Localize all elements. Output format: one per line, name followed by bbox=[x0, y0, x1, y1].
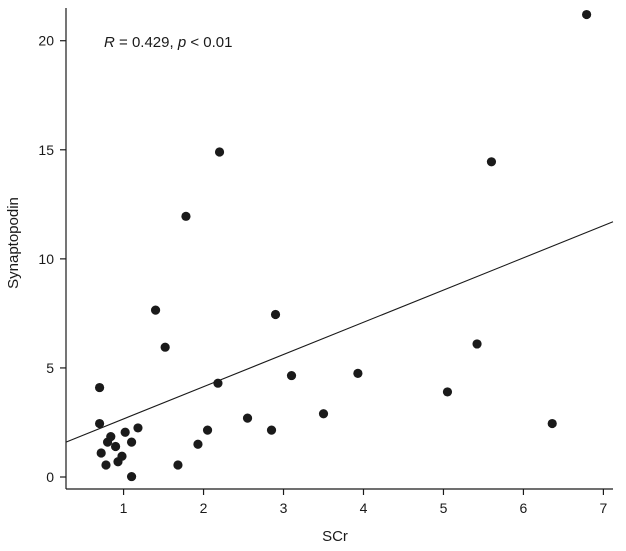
correlation-annotation: R = 0.429, p < 0.01 bbox=[104, 34, 232, 51]
x-tick-label: 6 bbox=[520, 500, 528, 516]
data-point bbox=[106, 432, 116, 442]
axes: 1 2 3 4 5 6 7 0 5 10 15 20 bbox=[38, 8, 613, 516]
data-point bbox=[181, 211, 191, 221]
y-tick-label: 0 bbox=[46, 469, 54, 485]
data-point bbox=[150, 305, 161, 315]
data-point bbox=[110, 441, 121, 452]
data-point bbox=[266, 425, 277, 435]
data-point bbox=[214, 147, 225, 157]
data-point bbox=[173, 460, 183, 470]
plot-area bbox=[65, 9, 614, 482]
x-tick-label: 7 bbox=[600, 500, 608, 516]
data-point bbox=[270, 309, 281, 320]
data-point bbox=[472, 339, 482, 349]
data-point bbox=[213, 378, 223, 388]
data-point bbox=[160, 342, 170, 352]
data-point bbox=[318, 409, 329, 419]
data-point bbox=[126, 471, 137, 482]
data-point bbox=[286, 370, 297, 381]
data-point bbox=[94, 418, 105, 429]
data-point bbox=[353, 368, 363, 378]
regression-line bbox=[65, 221, 614, 443]
data-point bbox=[133, 423, 143, 433]
data-point bbox=[582, 9, 592, 20]
x-axis-title: SCr bbox=[322, 528, 348, 545]
data-point bbox=[547, 418, 557, 429]
data-point bbox=[486, 157, 497, 167]
p-value: < 0.01 bbox=[186, 34, 232, 51]
data-point bbox=[126, 437, 137, 447]
data-point bbox=[101, 460, 111, 470]
data-point bbox=[202, 425, 213, 435]
x-tick-label: 1 bbox=[120, 500, 128, 516]
data-point bbox=[96, 448, 106, 458]
data-point bbox=[117, 451, 127, 461]
data-point bbox=[442, 387, 453, 397]
r-label: R bbox=[104, 34, 115, 51]
p-label: p bbox=[177, 34, 186, 51]
x-tick-label: 5 bbox=[440, 500, 448, 516]
data-point bbox=[94, 382, 105, 393]
data-point bbox=[120, 427, 130, 437]
y-tick-label: 10 bbox=[38, 251, 54, 267]
y-tick-label: 20 bbox=[38, 33, 54, 49]
x-tick-label: 3 bbox=[280, 500, 288, 516]
r-value: = 0.429, bbox=[115, 34, 178, 51]
y-axis-title: Synaptopodin bbox=[5, 197, 22, 289]
x-tick-label: 4 bbox=[360, 500, 368, 516]
data-point bbox=[242, 413, 253, 423]
y-tick-label: 5 bbox=[46, 360, 54, 376]
y-tick-label: 15 bbox=[38, 142, 54, 158]
data-point bbox=[193, 439, 203, 449]
x-tick-label: 2 bbox=[200, 500, 208, 516]
